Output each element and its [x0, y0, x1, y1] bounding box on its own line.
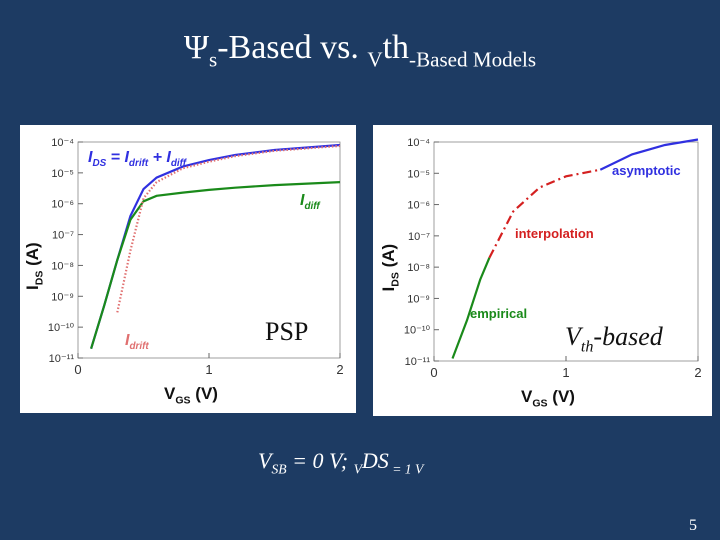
x-tick-label: 0	[74, 362, 81, 377]
y-tick-label: 10⁻¹¹	[405, 356, 431, 368]
annotation-part: -based	[593, 322, 663, 351]
slide-title-part: V	[367, 48, 382, 72]
condition-part: = 0 V;	[287, 448, 354, 473]
series-label-part: diff	[304, 201, 321, 212]
y-axis-label: IDS (A)	[379, 244, 401, 292]
y-tick-label: 10⁻⁷	[52, 230, 74, 242]
series-label: asymptotic	[612, 163, 681, 178]
condition-part: DS	[361, 448, 389, 473]
y-tick-label: 10⁻⁶	[407, 200, 430, 212]
y-tick-label: 10⁻⁴	[407, 137, 430, 149]
slide-title-part: th	[383, 29, 409, 66]
series-label: Idiff	[300, 192, 321, 212]
condition-part: SB	[271, 462, 287, 477]
y-axis-label-part: DS	[33, 271, 45, 286]
y-tick-label: 10⁻⁵	[51, 168, 74, 180]
series-line	[116, 144, 341, 313]
x-tick-label: 1	[562, 365, 569, 380]
series-label-part: I	[300, 192, 305, 209]
x-axis-label-part: GS	[532, 397, 547, 409]
y-tick-label: 10⁻⁹	[51, 291, 74, 303]
condition-part: V	[354, 462, 364, 477]
y-axis-label-part: (A)	[23, 242, 42, 270]
x-tick-label: 2	[694, 365, 701, 380]
y-axis-label-part: DS	[389, 272, 401, 287]
annotation: PSP	[265, 317, 308, 346]
x-axis-label: VGS (V)	[521, 387, 575, 409]
x-axis-label-part: V	[521, 387, 533, 406]
left-panel	[20, 125, 356, 413]
y-axis-label-part: (A)	[379, 244, 398, 272]
y-tick-label: 10⁻⁵	[407, 168, 430, 180]
series-label-part: empirical	[470, 306, 527, 321]
series-label: interpolation	[515, 226, 594, 241]
series-label: empirical	[470, 306, 527, 321]
y-tick-label: 10⁻⁴	[51, 137, 74, 149]
series-label-part: = I	[106, 149, 129, 166]
y-tick-label: 10⁻¹⁰	[404, 325, 431, 337]
slide-title: Ψs-Based vs. Vth-Based Models	[184, 29, 536, 72]
x-axis-label-part: GS	[175, 394, 190, 406]
x-axis-label-part: V	[164, 384, 176, 403]
slide-title-part: -Based vs.	[217, 29, 367, 66]
right-panel	[373, 125, 712, 416]
series-label: IDS = Idrift + Idiff	[88, 149, 188, 169]
slide-title-part: Ψ	[184, 29, 209, 66]
page-number: 5	[689, 517, 697, 534]
y-tick-label: 10⁻¹¹	[49, 353, 75, 365]
series-label: Idrift	[125, 332, 149, 352]
x-axis-label: VGS (V)	[164, 384, 218, 406]
series-line	[90, 181, 341, 350]
annotation: Vth-based	[565, 322, 664, 356]
condition-part: V	[258, 448, 274, 473]
series-label-part: I	[88, 149, 93, 166]
series-label-part: diff	[171, 158, 188, 169]
x-axis-label-part: (V)	[548, 387, 575, 406]
annotation-part: V	[565, 322, 584, 351]
y-tick-label: 10⁻⁸	[51, 260, 74, 272]
x-axis-label-part: (V)	[191, 384, 218, 403]
condition-part: = 1 V	[389, 462, 425, 477]
y-tick-label: 10⁻⁶	[51, 199, 74, 211]
y-axis-label-part: I	[379, 287, 398, 292]
y-tick-label: 10⁻⁸	[407, 262, 430, 274]
annotation-part: th	[581, 339, 594, 356]
y-axis-label: IDS (A)	[23, 242, 45, 290]
x-tick-label: 0	[430, 365, 437, 380]
y-axis-label-part: I	[23, 285, 42, 290]
slide-title-part: s	[209, 48, 217, 72]
series-label-part: DS	[92, 158, 106, 169]
condition: VSB = 0 V; VDS = 1 V	[258, 448, 425, 477]
series-label-part: asymptotic	[612, 163, 681, 178]
series-label-part: drift	[129, 158, 149, 169]
slide-title-part: -Based Models	[409, 48, 536, 72]
series-line	[451, 257, 491, 359]
annotation-part: PSP	[265, 317, 308, 346]
x-tick-label: 1	[205, 362, 212, 377]
series-line	[599, 138, 699, 171]
y-tick-label: 10⁻¹⁰	[48, 322, 75, 334]
y-tick-label: 10⁻⁹	[407, 293, 430, 305]
series-label-part: drift	[129, 341, 149, 352]
series-label-part: I	[125, 332, 130, 349]
x-tick-label: 2	[336, 362, 343, 377]
series-line	[488, 168, 601, 259]
series-label-part: + I	[148, 149, 171, 166]
series-label-part: interpolation	[515, 226, 594, 241]
y-tick-label: 10⁻⁷	[408, 231, 430, 243]
